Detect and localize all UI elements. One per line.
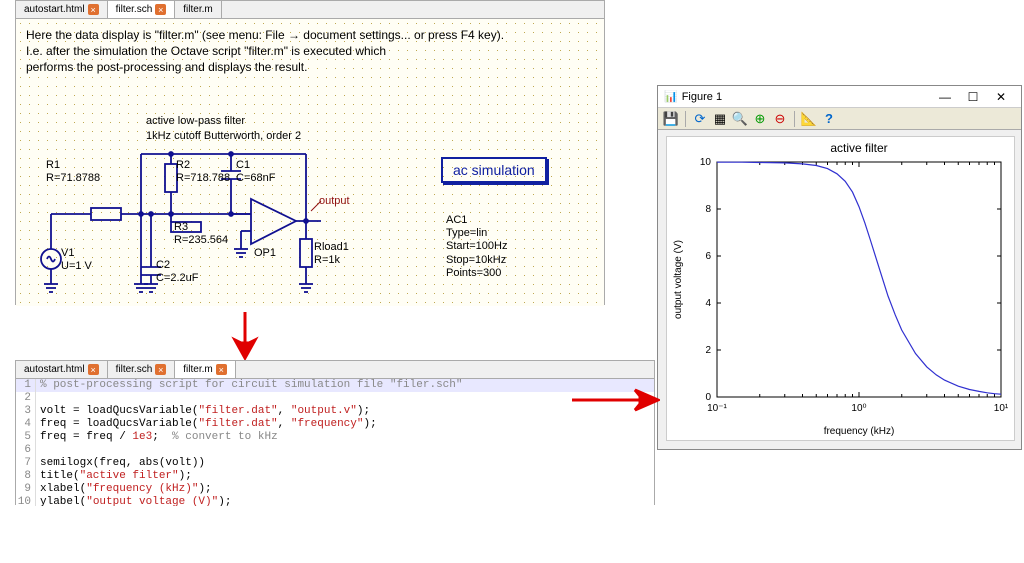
svg-text:4: 4 [705, 298, 711, 309]
tab-autostart[interactable]: autostart.html× [16, 361, 108, 378]
schematic-canvas[interactable]: Here the data display is "filter.m" (see… [16, 19, 604, 306]
line-number: 10 [16, 496, 36, 506]
svg-text:2: 2 [705, 345, 711, 356]
tab-label: filter.sch [116, 364, 153, 375]
maximize-button[interactable]: ☐ [959, 88, 987, 106]
output-label: output [319, 195, 350, 208]
op1-label: OP1 [254, 247, 276, 260]
sim-box[interactable]: ac simulation [441, 157, 547, 183]
line-number: 8 [16, 470, 36, 483]
plot-icon: 📊 [664, 90, 678, 103]
editor-line[interactable]: 5freq = freq / 1e3; % convert to kHz [16, 431, 654, 444]
svg-text:output voltage (V): output voltage (V) [673, 240, 684, 319]
code-content [36, 392, 40, 405]
c1-label: C1C=68nF [236, 159, 275, 185]
editor-line[interactable]: 10ylabel("output voltage (V)"); [16, 496, 654, 506]
svg-text:10⁻¹: 10⁻¹ [707, 403, 727, 414]
svg-text:8: 8 [705, 204, 711, 215]
editor-line[interactable]: 1% post-processing script for circuit si… [16, 379, 654, 392]
line-number: 6 [16, 444, 36, 457]
schematic-tabbar: autostart.html× filter.sch× filter.m [16, 1, 604, 19]
arrow-down-icon [225, 310, 265, 360]
editor-line[interactable]: 8title("active filter"); [16, 470, 654, 483]
line-number: 7 [16, 457, 36, 470]
close-icon[interactable]: × [155, 364, 166, 375]
editor-panel: autostart.html× filter.sch× filter.m× 1%… [15, 360, 655, 505]
save-icon[interactable]: 💾 [662, 110, 680, 128]
arrow-right-icon [570, 385, 660, 415]
autoscale-icon[interactable]: 📐 [800, 110, 818, 128]
r3-label: R3R=235.564 [174, 221, 228, 247]
close-button[interactable]: ✕ [987, 88, 1015, 106]
editor-body[interactable]: 1% post-processing script for circuit si… [16, 379, 654, 506]
rload-label: Rload1R=1k [314, 241, 349, 267]
v1-label: V1U=1 V [61, 247, 92, 273]
r1-label: R1R=71.8788 [46, 159, 100, 185]
code-content: ylabel("output voltage (V)"); [36, 496, 231, 506]
tab-filter-m[interactable]: filter.m [175, 1, 221, 18]
tab-label: filter.m [183, 364, 212, 375]
close-icon[interactable]: × [155, 4, 166, 15]
rotate-icon[interactable]: ⟳ [691, 110, 709, 128]
editor-line[interactable]: 9xlabel("frequency (kHz)"); [16, 483, 654, 496]
code-content: volt = loadQucsVariable("filter.dat", "o… [36, 405, 370, 418]
code-content [36, 444, 40, 457]
figure-window: 📊 Figure 1 — ☐ ✕ 💾 ⟳ ▦ 🔍 ⊕ ⊖ 📐 ? 0 2 4 6 8 10… [657, 85, 1022, 450]
plot-area: 0 2 4 6 8 10 10⁻¹ 10⁰ 10¹ active filter frequency … [666, 136, 1015, 441]
line-number: 9 [16, 483, 36, 496]
line-number: 5 [16, 431, 36, 444]
help-icon[interactable]: ? [820, 110, 838, 128]
line-number: 1 [16, 379, 36, 392]
tab-label: autostart.html [24, 364, 85, 375]
figure-toolbar: 💾 ⟳ ▦ 🔍 ⊕ ⊖ 📐 ? [658, 108, 1021, 130]
code-content: xlabel("frequency (kHz)"); [36, 483, 212, 496]
svg-text:0: 0 [705, 392, 711, 403]
grid-icon[interactable]: ▦ [711, 110, 729, 128]
code-content: semilogx(freq, abs(volt)) [36, 457, 205, 470]
svg-text:10⁰: 10⁰ [851, 403, 866, 414]
editor-line[interactable]: 2 [16, 392, 654, 405]
c2-label: C2C=2.2uF [156, 259, 199, 285]
line-number: 4 [16, 418, 36, 431]
tab-filter-m[interactable]: filter.m × [175, 361, 235, 378]
tab-label: filter.sch [116, 4, 153, 15]
svg-text:active filter: active filter [830, 141, 887, 155]
editor-line[interactable]: 4freq = loadQucsVariable("filter.dat", "… [16, 418, 654, 431]
line-number: 2 [16, 392, 36, 405]
line-number: 3 [16, 405, 36, 418]
zoom-in-icon[interactable]: ⊕ [751, 110, 769, 128]
tab-label: autostart.html [24, 4, 85, 15]
editor-line[interactable]: 6 [16, 444, 654, 457]
editor-line[interactable]: 7semilogx(freq, abs(volt)) [16, 457, 654, 470]
svg-text:10¹: 10¹ [994, 403, 1009, 414]
code-content: title("active filter"); [36, 470, 192, 483]
separator [794, 111, 795, 127]
close-icon[interactable]: × [88, 364, 99, 375]
tab-label: filter.m [183, 4, 212, 15]
figure-titlebar[interactable]: 📊 Figure 1 — ☐ ✕ [658, 86, 1021, 108]
tab-autostart[interactable]: autostart.html× [16, 1, 108, 18]
figure-title: Figure 1 [682, 91, 931, 103]
code-content: % post-processing script for circuit sim… [36, 379, 462, 392]
minimize-button[interactable]: — [931, 88, 959, 106]
close-icon[interactable]: × [216, 364, 227, 375]
svg-text:6: 6 [705, 251, 711, 262]
svg-text:10: 10 [700, 157, 712, 168]
plot-svg: 0 2 4 6 8 10 10⁻¹ 10⁰ 10¹ active filter frequency … [667, 137, 1016, 442]
editor-line[interactable]: 3volt = loadQucsVariable("filter.dat", "… [16, 405, 654, 418]
code-content: freq = freq / 1e3; % convert to kHz [36, 431, 278, 444]
schematic-panel: autostart.html× filter.sch× filter.m Her… [15, 0, 605, 305]
editor-tabbar: autostart.html× filter.sch× filter.m× [16, 361, 654, 379]
tab-filter-sch[interactable]: filter.sch× [108, 361, 176, 378]
close-icon[interactable]: × [88, 4, 99, 15]
svg-text:frequency (kHz): frequency (kHz) [824, 426, 895, 437]
tab-filter-sch[interactable]: filter.sch× [108, 1, 176, 18]
separator [685, 111, 686, 127]
zoom-out-icon[interactable]: ⊖ [771, 110, 789, 128]
zoom-region-icon[interactable]: 🔍 [731, 110, 749, 128]
r2-label: R2R=718.788 [176, 159, 230, 185]
code-content: freq = loadQucsVariable("filter.dat", "f… [36, 418, 377, 431]
sim-params: AC1 Type=lin Start=100Hz Stop=10kHz Poin… [446, 214, 507, 280]
